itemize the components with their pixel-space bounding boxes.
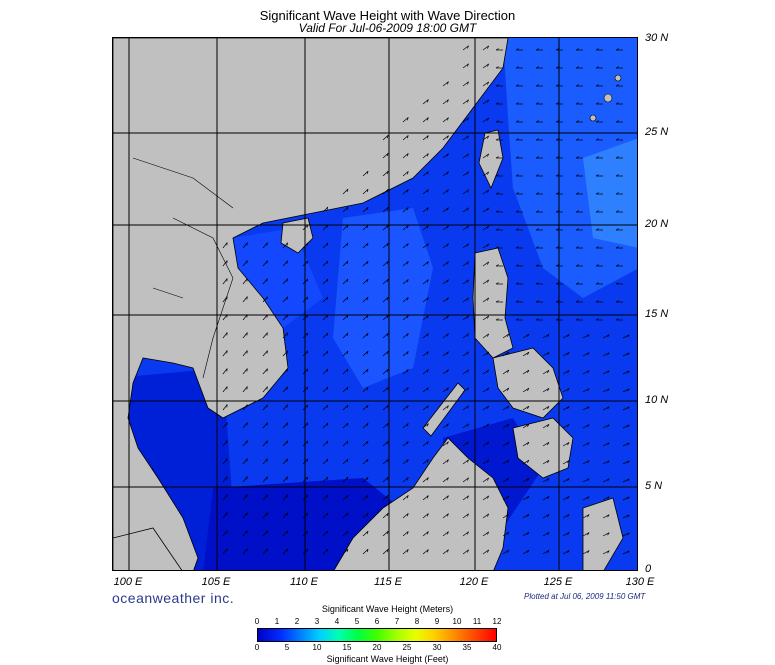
legend-meter-label: 3 — [314, 617, 320, 626]
legend-meter-label: 9 — [434, 617, 440, 626]
legend-meter-label: 6 — [374, 617, 380, 626]
legend-feet-label: 25 — [402, 643, 412, 652]
legend-feet-label: 30 — [432, 643, 442, 652]
lat-tick-20: 20 N — [645, 218, 669, 230]
legend-title-feet: Significant Wave Height (Feet) — [326, 654, 449, 664]
legend-meter-label: 1 — [274, 617, 280, 626]
legend-meter-label: 2 — [294, 617, 300, 626]
legend-meter-label: 7 — [394, 617, 400, 626]
legend-feet-label: 10 — [312, 643, 322, 652]
lon-tick-110: 110 E — [290, 576, 318, 588]
legend-feet-label: 0 — [254, 643, 260, 652]
lon-tick-105: 105 E — [201, 576, 231, 588]
map-title: Significant Wave Height with Wave Direct… — [259, 8, 516, 23]
lat-tick-30: 30 N — [645, 32, 669, 44]
lon-tick-120: 120 E — [459, 576, 489, 588]
legend-feet-label: 20 — [372, 643, 382, 652]
legend-meter-label: 0 — [254, 617, 260, 626]
lat-tick-0: 0 — [645, 563, 652, 575]
lat-tick-15: 15 N — [645, 308, 669, 320]
legend-meter-label: 5 — [354, 617, 360, 626]
lon-tick-130: 130 E — [625, 576, 655, 588]
legend-feet-label: 40 — [492, 643, 502, 652]
legend-feet-label: 5 — [284, 643, 290, 652]
lat-tick-10: 10 N — [645, 394, 669, 406]
legend-meter-label: 10 — [452, 617, 462, 626]
legend-feet-label: 15 — [342, 643, 352, 652]
legend-meter-label: 8 — [414, 617, 420, 626]
lon-tick-115: 115 E — [374, 576, 402, 588]
legend-meter-label: 11 — [472, 617, 482, 626]
lon-tick-125: 125 E — [543, 576, 573, 588]
color-scale-bar — [257, 628, 497, 642]
legend-meter-label: 12 — [492, 617, 502, 626]
plotted-timestamp: Plotted at Jul 06, 2009 11:50 GMT — [524, 592, 646, 601]
lon-tick-100: 100 E — [113, 576, 143, 588]
lat-tick-5: 5 N — [645, 480, 663, 492]
wave-map — [112, 37, 638, 571]
brand-logo-text: oceanweather inc. — [112, 590, 235, 606]
legend-feet-label: 35 — [462, 643, 472, 652]
legend-meter-label: 4 — [334, 617, 340, 626]
map-subtitle: Valid For Jul-06-2009 18:00 GMT — [298, 21, 477, 35]
lat-tick-25: 25 N — [645, 126, 669, 138]
legend-title-meters: Significant Wave Height (Meters) — [321, 604, 454, 614]
wave-map-canvas — [113, 38, 637, 570]
